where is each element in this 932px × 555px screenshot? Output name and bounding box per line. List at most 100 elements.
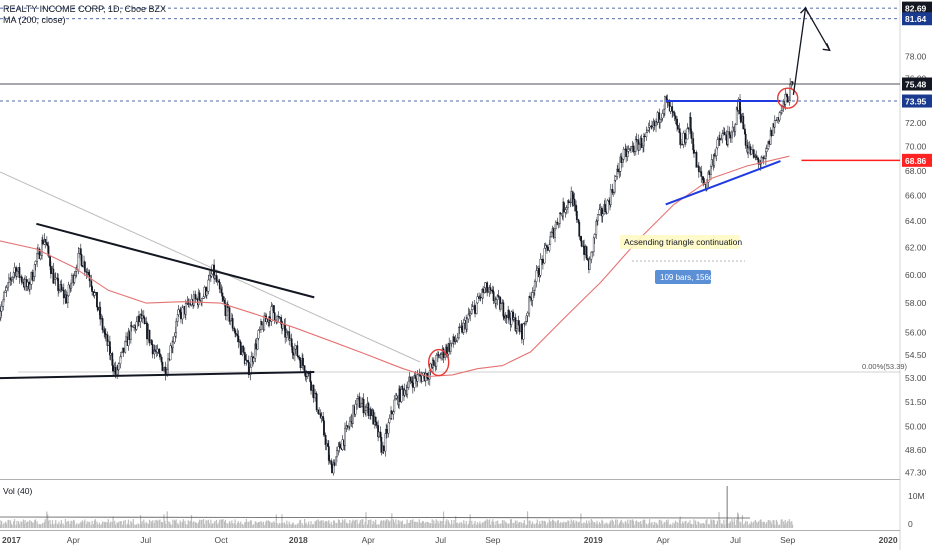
volume-bar: [88, 521, 90, 528]
volume-bar: [615, 519, 617, 528]
volume-bar: [770, 523, 773, 528]
candle-body: [218, 282, 221, 290]
volume-bar: [265, 521, 267, 528]
volume-bar: [365, 512, 367, 528]
candle-body: [593, 234, 596, 239]
volume-bar: [747, 524, 749, 528]
volume-bar: [322, 520, 324, 528]
volume-bar: [589, 522, 591, 528]
candle-body: [407, 380, 410, 388]
volume-bar: [362, 519, 364, 528]
volume-bar: [765, 523, 767, 528]
volume-bar: [469, 514, 471, 528]
volume-bar: [190, 515, 193, 528]
candle-body: [734, 124, 737, 132]
volume-bar: [614, 524, 616, 528]
candle-body: [742, 116, 745, 130]
candle-body: [223, 300, 226, 305]
volume-bar: [156, 521, 159, 528]
volume-bar: [432, 524, 434, 528]
volume-spike-bar: [726, 486, 728, 528]
volume-bar: [156, 519, 158, 528]
candle-body: [339, 443, 342, 449]
candle-body: [528, 296, 531, 314]
candle-body: [296, 345, 299, 357]
volume-bar: [401, 520, 403, 528]
volume-bar: [175, 519, 177, 528]
price-badge-label: 75.48: [905, 79, 927, 89]
volume-bar: [0, 520, 1, 528]
candle-body: [773, 120, 776, 128]
price-tick-label: 66.00: [905, 191, 927, 201]
volume-bar: [69, 524, 71, 528]
candle-body: [647, 127, 650, 131]
volume-bar: [232, 523, 234, 528]
candle-body: [41, 240, 44, 245]
candle-body: [151, 344, 154, 355]
candle-body: [525, 321, 527, 325]
volume-bar: [561, 522, 563, 528]
candle-body: [521, 324, 523, 340]
volume-bar: [403, 524, 405, 528]
candle-body: [768, 141, 771, 145]
candle-body: [117, 363, 120, 370]
candle-body: [91, 286, 94, 292]
candle-body: [461, 325, 464, 333]
volume-bar: [481, 522, 483, 528]
candle-body: [497, 295, 500, 298]
time-tick-label: 2020: [879, 535, 898, 545]
candle-body: [203, 287, 206, 297]
volume-bar: [397, 520, 399, 528]
candle-body: [256, 338, 259, 350]
volume-bar: [229, 522, 231, 528]
volume-bar: [13, 519, 16, 528]
volume-bar: [604, 523, 606, 528]
volume-bar: [535, 523, 538, 528]
volume-bar: [632, 520, 634, 528]
volume-bar: [77, 524, 79, 528]
volume-bar: [453, 520, 455, 528]
candle-body: [294, 345, 297, 350]
candle-body: [365, 406, 367, 411]
candle-body: [184, 303, 187, 315]
volume-bar: [627, 519, 629, 528]
volume-bar: [213, 522, 215, 528]
volume-bar: [541, 520, 543, 528]
volume-bar: [400, 521, 403, 528]
candle-body: [752, 149, 755, 158]
volume-bar: [573, 523, 576, 528]
candle-body: [310, 381, 312, 391]
volume-bar: [445, 521, 447, 528]
volume-bar: [505, 521, 507, 528]
candle-body: [384, 433, 387, 452]
volume-bar: [409, 522, 411, 528]
volume-bar: [266, 520, 268, 528]
volume-bar: [50, 524, 52, 528]
volume-bar: [705, 520, 707, 528]
candle-body: [5, 287, 8, 291]
volume-bar: [451, 519, 453, 528]
price-tick-label: 60.00: [905, 270, 927, 280]
volume-bar: [148, 523, 150, 528]
candle-body: [307, 372, 310, 374]
volume-bar: [52, 524, 54, 528]
candle-body: [112, 365, 115, 372]
candle-body: [348, 420, 351, 427]
volume-bar: [774, 524, 776, 528]
candle-body: [442, 348, 445, 358]
volume-bar: [262, 521, 264, 528]
candle-body: [387, 422, 390, 434]
candle-body: [727, 131, 729, 145]
candle-body: [462, 322, 465, 333]
candle-body: [37, 248, 39, 254]
volume-bar: [513, 522, 515, 528]
candle-body: [546, 245, 548, 248]
candle-body: [173, 336, 176, 343]
volume-bar: [573, 520, 575, 528]
candle-body: [665, 96, 668, 100]
volume-bar: [508, 523, 510, 528]
volume-bar: [542, 520, 544, 528]
volume-bar: [109, 523, 111, 528]
